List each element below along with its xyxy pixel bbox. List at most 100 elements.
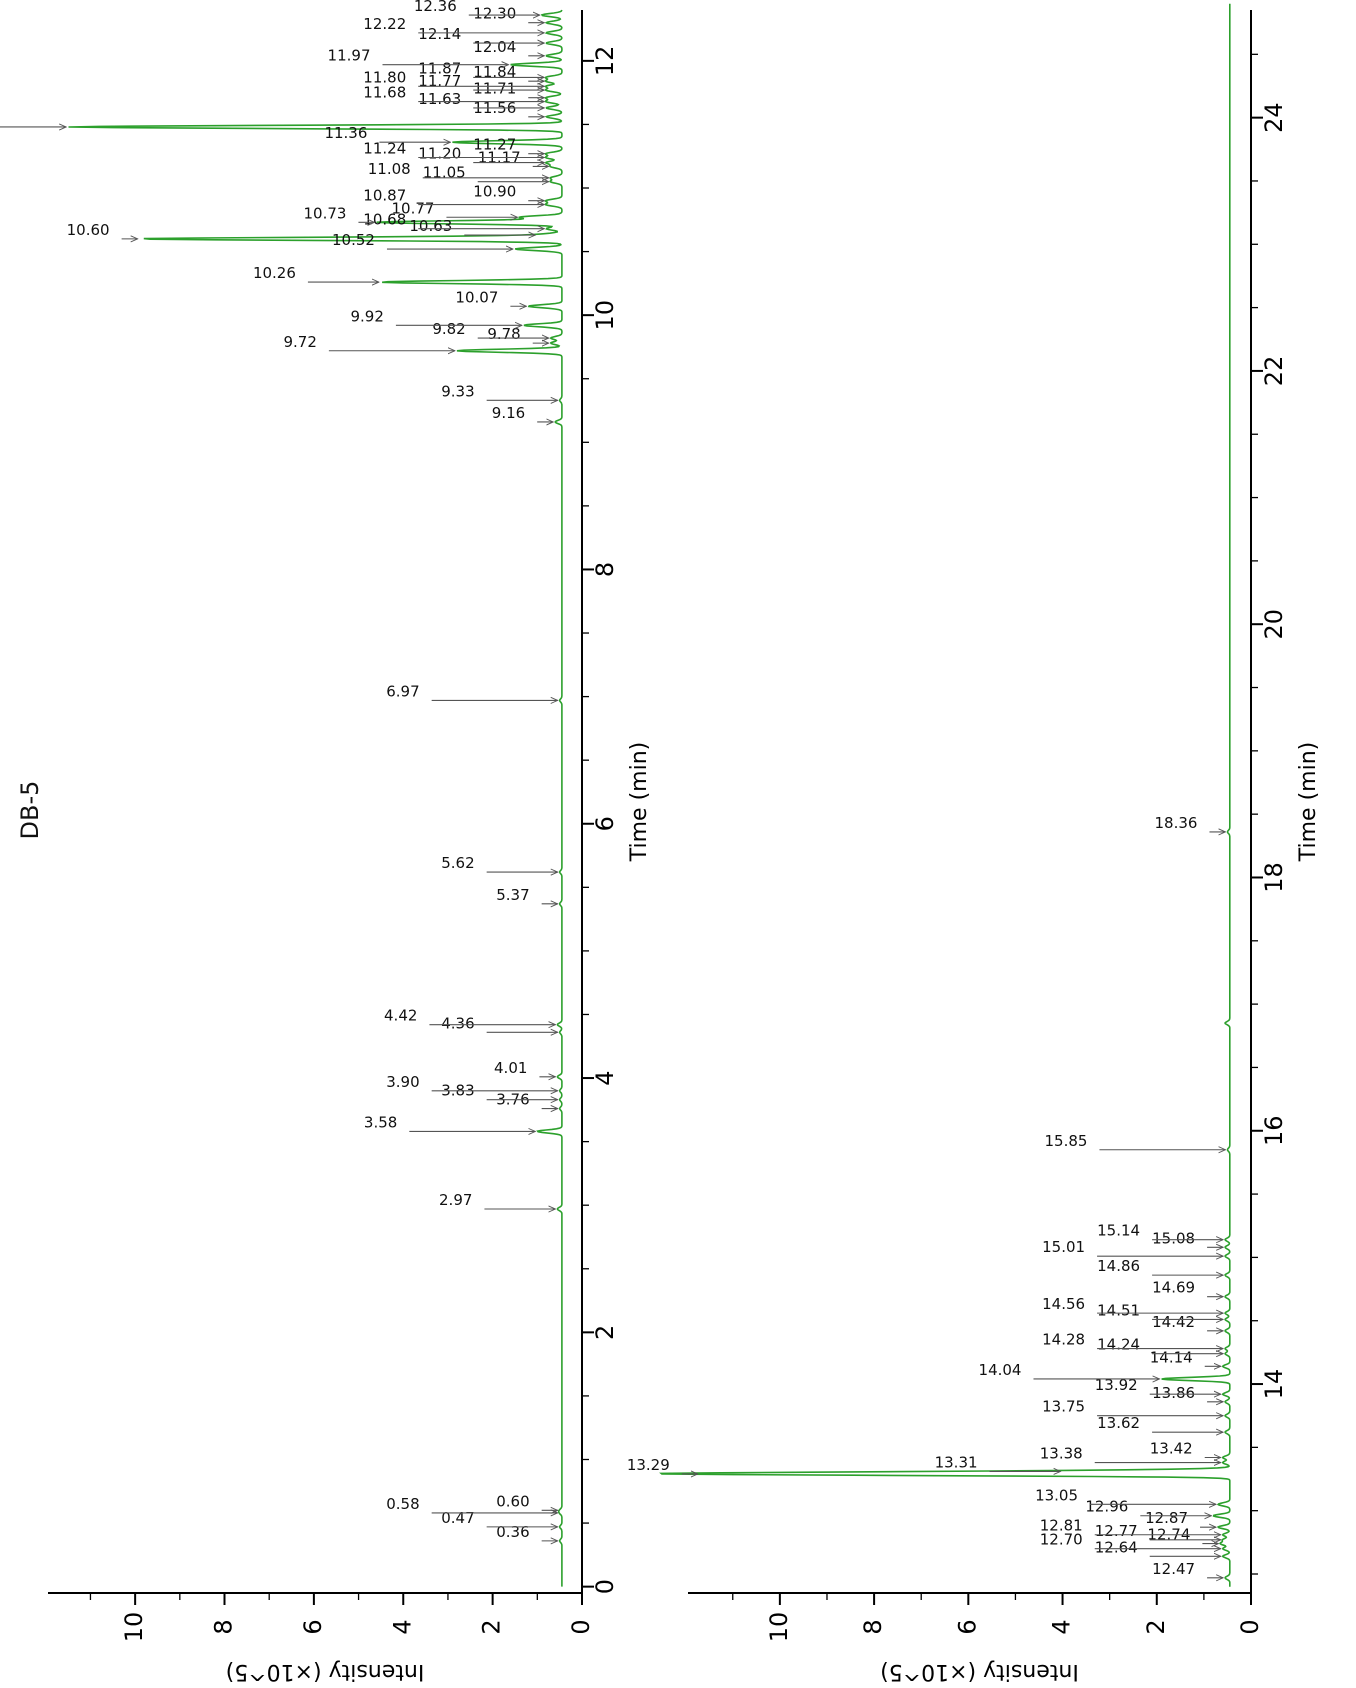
intensity-tick-label: 2 xyxy=(478,1619,506,1634)
peak-label: 11.08 xyxy=(368,160,411,178)
peak-label: 4.01 xyxy=(494,1059,527,1077)
peak-label: 0.60 xyxy=(496,1492,529,1510)
peak-label: 11.77 xyxy=(418,72,461,90)
peak-label: 9.82 xyxy=(432,320,465,338)
peak-label: 5.37 xyxy=(496,886,529,904)
intensity-axis-label: Intensity (×10^5) xyxy=(880,1659,1079,1684)
peak-label: 14.56 xyxy=(1042,1295,1085,1313)
peak-label: 14.42 xyxy=(1152,1313,1195,1331)
chromatogram-trace xyxy=(659,3,1231,1587)
peak-label: 13.86 xyxy=(1152,1384,1195,1402)
peak-label: 13.05 xyxy=(1035,1486,1078,1504)
peak-label: 11.20 xyxy=(418,145,461,163)
peak-label: 10.90 xyxy=(473,183,516,201)
chromatogram-trace xyxy=(68,9,563,1587)
time-axis-label: Time (min) xyxy=(1296,742,1321,863)
peak-label: 14.24 xyxy=(1097,1336,1140,1354)
peak-label: 9.16 xyxy=(492,404,525,422)
peak-label: 6.97 xyxy=(386,682,419,700)
peak-label: 18.36 xyxy=(1154,814,1197,832)
peak-label: 14.86 xyxy=(1097,1257,1140,1275)
intensity-axis-label: Intensity (×10^5) xyxy=(226,1659,425,1684)
time-tick-label: 8 xyxy=(591,562,619,577)
intensity-tick-label: 10 xyxy=(765,1612,793,1643)
intensity-tick-label: 8 xyxy=(859,1619,887,1634)
peak-label: 10.73 xyxy=(303,204,346,222)
time-tick-label: 0 xyxy=(591,1579,619,1594)
peak-label: 11.24 xyxy=(363,139,406,157)
peak-label: 13.62 xyxy=(1097,1414,1140,1432)
peak-label: 15.14 xyxy=(1097,1222,1140,1240)
peak-label: 13.31 xyxy=(935,1453,978,1471)
peak-label: 13.75 xyxy=(1042,1398,1085,1416)
peak-label: 13.92 xyxy=(1095,1376,1138,1394)
peak-label: 14.14 xyxy=(1150,1348,1193,1366)
peak-label: 12.22 xyxy=(363,15,406,33)
peak-label: 12.81 xyxy=(1040,1517,1083,1535)
intensity-tick-label: 0 xyxy=(1236,1619,1264,1634)
intensity-tick-label: 8 xyxy=(210,1619,238,1634)
peak-label: 12.70 xyxy=(1040,1531,1083,1549)
peak-label: 11.63 xyxy=(418,90,461,108)
peak-label: 14.04 xyxy=(979,1361,1022,1379)
peak-label: 3.90 xyxy=(386,1073,419,1091)
peak-label: 12.77 xyxy=(1095,1522,1138,1540)
peak-label: 10.87 xyxy=(363,187,406,205)
time-tick-label: 24 xyxy=(1260,102,1288,133)
peak-label: 11.80 xyxy=(363,68,406,86)
intensity-tick-label: 4 xyxy=(388,1619,416,1634)
intensity-tick-label: 10 xyxy=(120,1612,148,1643)
peak-label: 4.42 xyxy=(384,1007,417,1025)
peak-label: 5.62 xyxy=(441,854,474,872)
peak-label: 11.68 xyxy=(363,84,406,102)
peak-label: 13.42 xyxy=(1150,1439,1193,1457)
peak-label: 13.29 xyxy=(627,1456,670,1474)
intensity-tick-label: 0 xyxy=(567,1619,595,1634)
peak-label: 0.36 xyxy=(496,1523,529,1541)
peak-label: 4.36 xyxy=(441,1014,474,1032)
time-tick-label: 6 xyxy=(591,816,619,831)
figure-side-title: DB-5 xyxy=(16,780,44,840)
intensity-tick-label: 2 xyxy=(1142,1619,1170,1634)
time-tick-label: 4 xyxy=(591,1070,619,1085)
peak-label: 10.63 xyxy=(409,217,452,235)
peak-label: 10.60 xyxy=(67,221,110,239)
peak-label: 12.87 xyxy=(1145,1509,1188,1527)
peak-label: 10.77 xyxy=(391,199,434,217)
peak-label: 13.38 xyxy=(1040,1445,1083,1463)
peak-label: 12.36 xyxy=(414,0,457,15)
peak-label: 9.72 xyxy=(283,333,316,351)
peak-label: 11.27 xyxy=(473,136,516,154)
time-axis-label: Time (min) xyxy=(627,742,652,863)
intensity-tick-label: 6 xyxy=(953,1619,981,1634)
time-tick-label: 20 xyxy=(1260,609,1288,640)
time-tick-label: 14 xyxy=(1260,1369,1288,1400)
peak-label: 11.05 xyxy=(423,164,466,182)
peak-label: 10.26 xyxy=(253,264,296,282)
peak-label: 10.07 xyxy=(455,288,498,306)
peak-label: 12.64 xyxy=(1095,1538,1138,1556)
chart-panel-1: 0 2 4 6 8 10 12 0 2 4 6 8 10 Time (min) Intensity (×10… xyxy=(0,0,652,1684)
peak-label: 10.52 xyxy=(332,231,375,249)
peak-label: 3.58 xyxy=(364,1113,397,1131)
time-tick-label: 12 xyxy=(591,46,619,77)
peak-label: 12.04 xyxy=(473,38,516,56)
peak-label: 9.92 xyxy=(351,307,384,325)
peak-label: 12.30 xyxy=(473,5,516,23)
peak-label: 12.14 xyxy=(418,25,461,43)
peak-label: 9.78 xyxy=(487,325,520,343)
peak-label: 12.96 xyxy=(1085,1498,1128,1516)
time-tick-label: 22 xyxy=(1260,356,1288,387)
peak-label: 11.84 xyxy=(473,63,516,81)
peak-label: 11.71 xyxy=(473,80,516,98)
peak-label: 11.36 xyxy=(324,124,367,142)
intensity-tick-label: 6 xyxy=(299,1619,327,1634)
intensity-tick-label: 4 xyxy=(1048,1619,1076,1634)
peak-label: 0.58 xyxy=(386,1495,419,1513)
peak-label: 15.01 xyxy=(1042,1238,1085,1256)
peak-label: 15.85 xyxy=(1044,1132,1087,1150)
peak-label: 14.51 xyxy=(1097,1301,1140,1319)
